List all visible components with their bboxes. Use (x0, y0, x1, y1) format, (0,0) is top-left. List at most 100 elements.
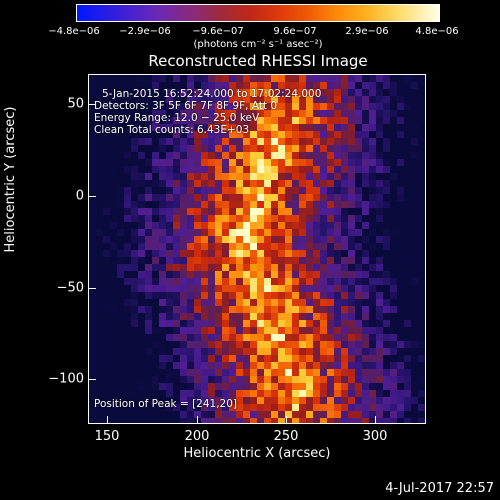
heatmap-cell (159, 89, 166, 96)
heatmap-cell (96, 194, 103, 201)
heatmap-cell (355, 222, 362, 229)
heatmap-cell (264, 89, 271, 96)
heatmap-cell (313, 201, 320, 208)
heatmap-cell (292, 159, 299, 166)
heatmap-cell (222, 376, 229, 383)
heatmap-cell (208, 341, 215, 348)
heatmap-cell (334, 278, 341, 285)
heatmap-cell (278, 208, 285, 215)
heatmap-cell (138, 376, 145, 383)
heatmap-cell (215, 369, 222, 376)
heatmap-cell (166, 194, 173, 201)
heatmap-cell (96, 292, 103, 299)
heatmap-cell (138, 271, 145, 278)
heatmap-cell (236, 341, 243, 348)
heatmap-cell (236, 264, 243, 271)
heatmap-cell (229, 173, 236, 180)
heatmap-cell (243, 376, 250, 383)
heatmap-cell (306, 369, 313, 376)
heatmap-cell (96, 327, 103, 334)
heatmap-cell (187, 320, 194, 327)
heatmap-cell (187, 89, 194, 96)
heatmap-cell (411, 82, 418, 89)
heatmap-cell (96, 166, 103, 173)
heatmap-cell (89, 236, 96, 243)
heatmap-cell (145, 138, 152, 145)
heatmap-cell (257, 250, 264, 257)
heatmap-cell (166, 208, 173, 215)
heatmap-cell (229, 222, 236, 229)
heatmap-cell (180, 397, 187, 404)
heatmap-cell (397, 180, 404, 187)
heatmap-cell (285, 306, 292, 313)
heatmap-cell (404, 89, 411, 96)
heatmap-cell (376, 152, 383, 159)
heatmap-cell (376, 82, 383, 89)
heatmap-cell (404, 201, 411, 208)
heatmap-cell (222, 222, 229, 229)
colorbar-tick: −2.9e−06 (119, 26, 171, 37)
heatmap-cell (117, 397, 124, 404)
heatmap-cell (327, 404, 334, 411)
heatmap-cell (376, 369, 383, 376)
heatmap-cell (89, 278, 96, 285)
heatmap-cell (369, 208, 376, 215)
heatmap-cell (215, 215, 222, 222)
heatmap-cell (292, 145, 299, 152)
heatmap-cell (376, 257, 383, 264)
heatmap-cell (201, 257, 208, 264)
heatmap-cell (229, 404, 236, 411)
heatmap-cell (320, 166, 327, 173)
heatmap-cell (117, 313, 124, 320)
heatmap-cell (320, 390, 327, 397)
heatmap-cell (369, 201, 376, 208)
heatmap-cell (257, 131, 264, 138)
heatmap-cell (229, 334, 236, 341)
heatmap-cell (145, 152, 152, 159)
heatmap-cell (327, 397, 334, 404)
heatmap-cell (411, 89, 418, 96)
heatmap-cell (173, 222, 180, 229)
heatmap-cell (341, 285, 348, 292)
heatmap-cell (278, 355, 285, 362)
heatmap-cell (369, 173, 376, 180)
heatmap-cell (362, 390, 369, 397)
heatmap-cell (166, 383, 173, 390)
heatmap-cell (145, 243, 152, 250)
heatmap-cell (362, 194, 369, 201)
heatmap-cell (390, 355, 397, 362)
heatmap-cell (376, 229, 383, 236)
heatmap-cell (348, 334, 355, 341)
heatmap-cell (124, 215, 131, 222)
heatmap-cell (257, 292, 264, 299)
heatmap-cell (131, 117, 138, 124)
heatmap-cell (117, 82, 124, 89)
heatmap-cell (313, 229, 320, 236)
heatmap-cell (152, 180, 159, 187)
colorbar (76, 4, 440, 22)
heatmap-cell (292, 152, 299, 159)
heatmap-cell (271, 369, 278, 376)
heatmap-cell (383, 173, 390, 180)
heatmap-cell (264, 404, 271, 411)
heatmap-cell (376, 397, 383, 404)
info-time-range: 5-Jan-2015 16:52:24.000 to 17:02:24.000 (102, 88, 322, 100)
heatmap-cell (117, 257, 124, 264)
heatmap-cell (404, 152, 411, 159)
heatmap-cell (271, 145, 278, 152)
heatmap-cell (152, 306, 159, 313)
heatmap-cell (264, 236, 271, 243)
heatmap-cell (376, 159, 383, 166)
heatmap-cell (376, 75, 383, 82)
heatmap-cell (278, 278, 285, 285)
heatmap-cell (348, 222, 355, 229)
heatmap-cell (355, 236, 362, 243)
heatmap-cell (110, 327, 117, 334)
heatmap-cell (110, 348, 117, 355)
heatmap-cell (173, 313, 180, 320)
heatmap-cell (96, 89, 103, 96)
heatmap-cell (243, 257, 250, 264)
heatmap-cell (124, 124, 131, 131)
heatmap-cell (376, 320, 383, 327)
footer-timestamp: 4-Jul-2017 22:57 (385, 481, 494, 496)
